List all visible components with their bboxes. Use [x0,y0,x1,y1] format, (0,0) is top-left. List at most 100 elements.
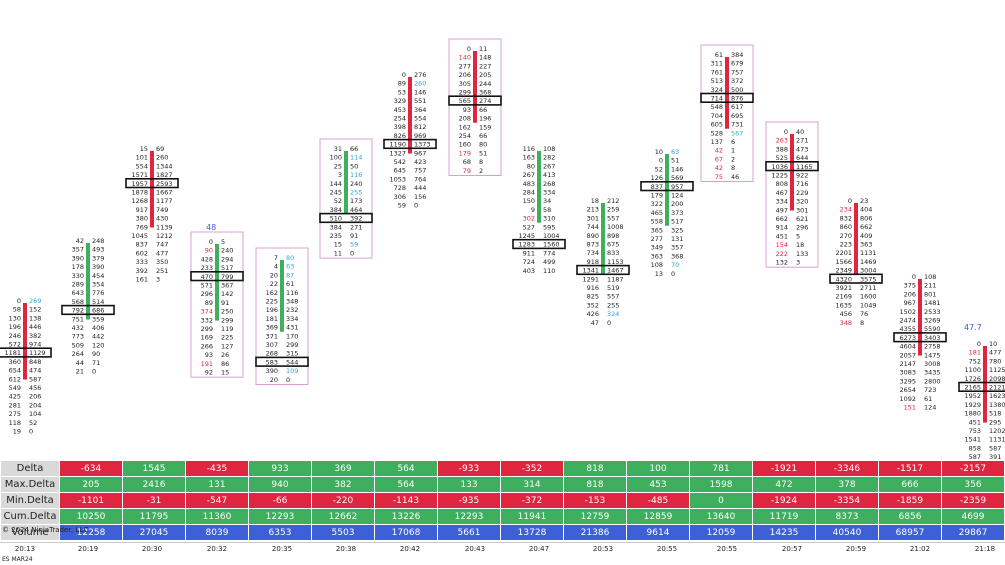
ask-volume: 70 [671,261,679,269]
ask-volume: 1129 [29,349,46,357]
stats-row: Cum.Delta 10250 11795 11360 12293 12662 13226 1… [0,508,1005,525]
ask-volume: 8 [479,158,483,166]
bid-volume: 233 [201,264,213,272]
footprint-bar[interactable]: 18 212 213 259 301 557 744 1008 890 898 873 675 734 8… [576,197,630,327]
ask-volume: 116 [286,289,298,297]
ask-volume: 1139 [156,223,173,231]
ask-volume: 90 [92,350,100,358]
ask-volume: 357 [671,244,683,252]
ask-volume: 569 [671,174,683,182]
bid-volume: 270 [840,232,852,240]
stats-cell: 818 [563,476,627,493]
ask-volume: 3008 [924,360,941,368]
stats-cell: 4699 [941,508,1005,525]
bid-volume: 453 [394,106,406,114]
stats-cell: 14235 [752,524,816,541]
footprint-bar[interactable]: 0 108 375 211 206 801 967 1481 1502 2533 2474 3269 4… [893,273,947,412]
bid-volume: 305 [459,80,471,88]
stats-cell: 12258 [59,524,123,541]
ask-volume: 0 [92,368,96,376]
stats-cell: 21386 [563,524,627,541]
ask-volume: 442 [92,333,104,341]
stats-cell: 29867 [941,524,1005,541]
ask-volume: 104 [29,410,41,418]
ask-volume: 477 [156,249,168,257]
bid-volume: 873 [587,241,599,249]
ask-volume: 1475 [924,351,941,359]
ask-volume: 5 [221,238,225,246]
candle-body [918,278,922,356]
ask-volume: 392 [350,215,362,223]
ask-volume: 324 [607,310,619,318]
bid-volume: 837 [651,183,663,191]
footprint-bar[interactable]: 31 66 100 114 25 50 3 116 144 240 245 255 52 173 384 46… [319,145,373,257]
ask-volume: 757 [414,167,426,175]
stats-cell: 5503 [311,524,375,541]
stats-cell: 100 [626,460,690,477]
bid-volume: 246 [9,332,21,340]
ask-volume: 294 [221,255,233,263]
bid-volume: 93 [463,106,471,114]
bid-volume: 225 [266,298,278,306]
footprint-bar[interactable]: 0 11 140 148 277 227 206 205 305 244 299 368 565 274 9… [448,45,502,175]
bid-volume: 169 [201,334,213,342]
ask-volume: 138 [29,314,41,322]
bid-volume: 275 [9,410,21,418]
ask-volume: 1373 [414,141,431,149]
footprint-bar[interactable]: 0 23 234 404 832 806 860 662 270 409 223 363 2201 113… [829,197,883,327]
footprint-bar[interactable]: 0 269 58 152 130 138 196 446 246 382 572 974 1181 112… [0,297,52,436]
bid-volume: 1502 [899,308,916,316]
stats-cell: 314 [500,476,564,493]
value-label: 47.7 [964,323,982,332]
ask-volume: 66 [479,106,487,114]
ask-volume: 644 [796,154,808,162]
ask-volume: 200 [671,200,683,208]
stats-cell: 1598 [689,476,753,493]
bid-volume: 380 [136,215,148,223]
bid-volume: 0 [912,273,916,281]
bid-volume: 154 [776,241,788,249]
footprint-bar[interactable]: 0 40 263 271 388 473 525 644 1036 1165 1225 922 808 7… [765,128,819,267]
ask-volume: 430 [156,215,168,223]
bid-volume: 9 [531,206,535,214]
ask-volume: 3 [156,276,160,284]
stats-cell: -220 [311,492,375,509]
stats-cell: -153 [563,492,627,509]
bid-volume: 384 [330,206,342,214]
ask-volume: 227 [479,62,491,70]
ask-volume: 801 [924,290,936,298]
bid-volume: 160 [459,141,471,149]
ask-volume: 390 [92,263,104,271]
ask-volume: 1004 [543,232,560,240]
footprint-bar[interactable]: 61 384 311 679 761 757 513 372 324 500 714 876 548 61… [700,51,754,181]
bid-volume: 456 [840,310,852,318]
bid-volume: 89 [205,299,213,307]
bid-volume: 2349 [835,267,852,275]
ask-volume: 51 [671,157,679,165]
bid-volume: 728 [394,184,406,192]
footprint-bar[interactable]: 0 5 90 240 428 294 233 517 470 799 571 367 296 142 89 9… [190,238,244,377]
ask-volume: 225 [221,334,233,342]
ask-volume: 110 [543,267,555,275]
ask-volume: 320 [796,198,808,206]
footprint-bar[interactable]: 0 276 89 260 53 146 329 551 453 364 254 554 398 812 82… [383,71,437,210]
ask-volume: 723 [924,386,936,394]
bid-volume: 911 [523,249,535,257]
ask-volume: 354 [92,281,104,289]
footprint-bar[interactable]: 15 69 101 260 554 1344 1571 1827 1957 2593 1878 166… [125,145,179,284]
bid-volume: 130 [9,314,21,322]
candle-body [86,242,90,320]
ask-volume: 8 [860,319,864,327]
ask-volume: 519 [607,284,619,292]
bid-volume: 163 [523,154,535,162]
bid-volume: 3921 [835,284,852,292]
bid-volume: 307 [266,341,278,349]
bid-volume: 432 [72,324,84,332]
bid-volume: 162 [266,289,278,297]
footprint-bar[interactable]: 7 80 4 63 20 87 22 61 162 116 225 348 196 232 181 334 36… [255,254,309,384]
footprint-bar[interactable]: 10 63 0 51 52 146 126 569 837 957 179 124 322 200 465 3… [640,148,694,278]
